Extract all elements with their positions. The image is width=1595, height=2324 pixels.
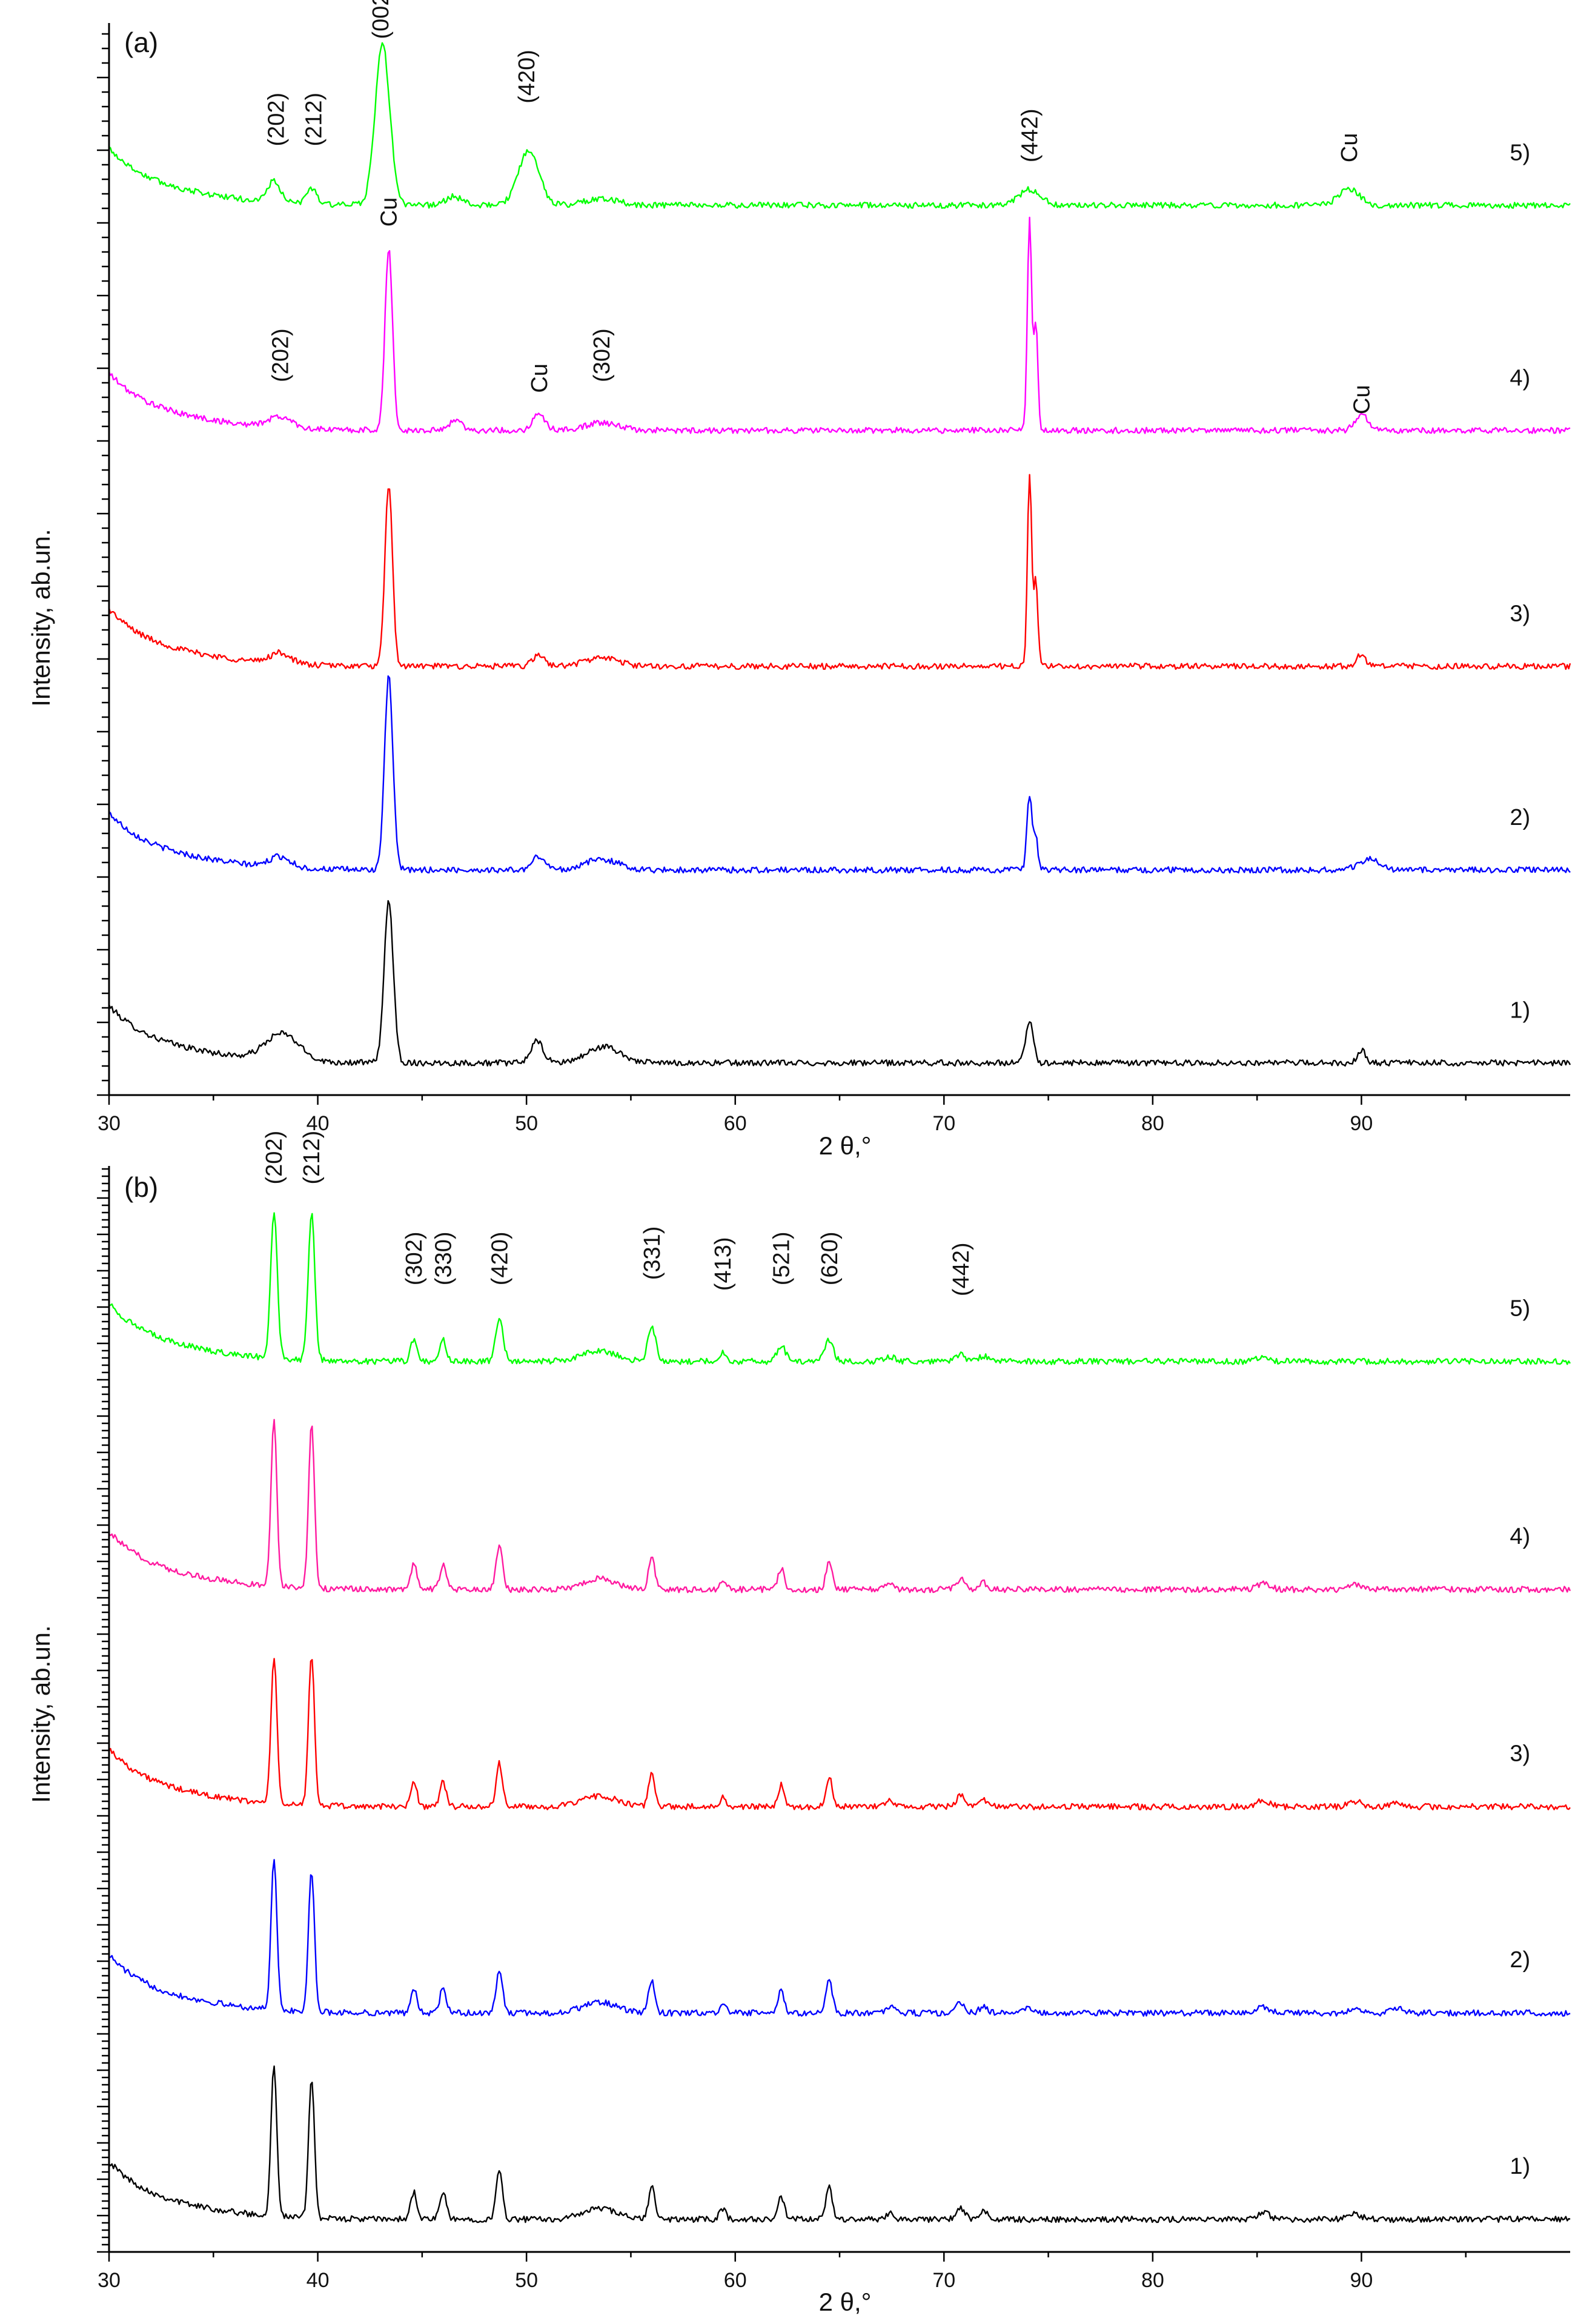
panel-a-x-tick-label: 70 bbox=[932, 1112, 955, 1135]
panel-a-traces bbox=[108, 42, 1571, 1067]
panel-b-x-tick-label: 80 bbox=[1141, 2269, 1164, 2292]
panel-a-peak-annotation: (002) bbox=[368, 0, 394, 39]
panel-b-label: (b) bbox=[124, 1171, 158, 1203]
panel-a-peak-annotation: Cu bbox=[377, 197, 402, 227]
panel-a-series-label: 3) bbox=[1510, 601, 1530, 627]
panel-b-trace-2 bbox=[108, 1859, 1571, 2017]
panel-b-series-label: 5) bbox=[1510, 1296, 1530, 1321]
panel-a-series-label: 2) bbox=[1510, 805, 1530, 830]
panel-b-x-tick-label: 50 bbox=[515, 2269, 538, 2292]
panel-a-x-tick-label: 80 bbox=[1141, 1112, 1164, 1135]
panel-b: 30 40 50 60 70 80 90 (b) Intensity, ab.un. 2 θ… bbox=[27, 1131, 1571, 2316]
panel-a-label: (a) bbox=[124, 27, 158, 58]
panel-a-series-label: 5) bbox=[1510, 141, 1530, 166]
panel-a-peak-annotation: Cu bbox=[1349, 385, 1374, 414]
panel-b-peak-annotation: (330) bbox=[431, 1232, 456, 1286]
panel-a-trace-4 bbox=[108, 216, 1571, 434]
panel-a-trace-2 bbox=[108, 675, 1571, 874]
panel-b-series-label: 2) bbox=[1510, 1947, 1530, 1973]
panel-a-y-axis-label: Intensity, ab.un. bbox=[27, 529, 55, 706]
panel-a-x-tick-label: 50 bbox=[515, 1112, 538, 1135]
panel-a-peak-annotation: (202) bbox=[264, 93, 290, 147]
panel-a-x-tick-label: 90 bbox=[1350, 1112, 1373, 1135]
panel-a-x-tick-label: 30 bbox=[98, 1112, 121, 1135]
panel-b-y-axis-label: Intensity, ab.un. bbox=[27, 1625, 55, 1803]
panel-b-peak-annotation: (331) bbox=[640, 1227, 665, 1280]
panel-a-x-axis-label: 2 θ,° bbox=[819, 1131, 872, 1160]
panel-b-peak-annotation: (420) bbox=[487, 1232, 512, 1286]
panel-a-trace-3 bbox=[108, 474, 1571, 670]
panel-a-trace-1 bbox=[108, 899, 1571, 1067]
panel-a-peak-annotation: Cu bbox=[1337, 133, 1362, 163]
panel-a-peak-annotation: (212) bbox=[302, 93, 327, 147]
panel-b-series-label: 3) bbox=[1510, 1741, 1530, 1767]
panel-b-trace-4b bbox=[108, 1419, 1571, 1594]
panel-a-series-label: 4) bbox=[1510, 365, 1530, 391]
panel-a-x-tick-label: 40 bbox=[307, 1112, 330, 1135]
panel-b-x-tick-label: 90 bbox=[1350, 2269, 1373, 2292]
panel-b-axes bbox=[108, 1166, 1570, 2253]
panel-b-trace-5 bbox=[108, 1212, 1571, 1365]
panel-b-x-tick-label: 60 bbox=[724, 2269, 747, 2292]
panel-b-traces bbox=[108, 1212, 1571, 2223]
panel-a-ticks: 30 40 50 60 70 80 90 bbox=[97, 33, 1467, 1135]
panel-b-peak-annotation: (620) bbox=[817, 1232, 843, 1286]
panel-a-peak-annotation: Cu bbox=[527, 363, 552, 393]
panel-b-peak-annotation: (521) bbox=[769, 1232, 795, 1286]
panel-b-peak-annotation: (413) bbox=[711, 1237, 736, 1291]
panel-b-trace-3 bbox=[108, 1658, 1571, 1811]
panel-b-peak-annotation: (442) bbox=[949, 1242, 974, 1296]
panel-a-peak-annotation: (202) bbox=[268, 328, 294, 382]
panel-a: 30 40 50 60 70 80 90 (a) Intensity, ab.un. 2 θ… bbox=[27, 0, 1571, 1160]
panel-a-annotations: (202) (212) (002) (420) (442) Cu (202) Cu Cu (302… bbox=[264, 0, 1375, 414]
panel-b-x-axis-label: 2 θ,° bbox=[819, 2288, 872, 2316]
panel-b-x-tick-label: 30 bbox=[98, 2269, 121, 2292]
panel-b-peak-annotation: (302) bbox=[402, 1232, 427, 1286]
panel-b-x-tick-label: 40 bbox=[307, 2269, 330, 2292]
panel-a-peak-annotation: (302) bbox=[589, 328, 615, 382]
panel-b-peak-annotation: (212) bbox=[299, 1131, 325, 1185]
panel-b-peak-annotation: (202) bbox=[262, 1131, 287, 1185]
panel-b-x-tick-label: 70 bbox=[932, 2269, 955, 2292]
panel-a-axes bbox=[108, 23, 1570, 1096]
panel-a-x-tick-label: 60 bbox=[724, 1112, 747, 1135]
panel-a-series-label: 1) bbox=[1510, 998, 1530, 1024]
panel-b-series-label: 1) bbox=[1510, 2154, 1530, 2179]
panel-b-annotations: (202) (212) (302) (330) (420) (331) (413) (521)… bbox=[262, 1131, 974, 1296]
panel-a-peak-annotation: (442) bbox=[1018, 108, 1043, 162]
panel-b-series-label: 4) bbox=[1510, 1524, 1530, 1549]
panel-a-series-labels: 1) 2) 3) 4) 5) bbox=[1510, 141, 1530, 1024]
panel-b-trace-1 bbox=[108, 2065, 1571, 2223]
panel-a-trace-5 bbox=[108, 42, 1571, 209]
panel-b-ticks: 30 40 50 60 70 80 90 bbox=[97, 1168, 1467, 2292]
panel-b-series-labels: 1) 2) 3) 4) 5) bbox=[1510, 1296, 1530, 2179]
panel-a-peak-annotation: (420) bbox=[514, 50, 540, 104]
